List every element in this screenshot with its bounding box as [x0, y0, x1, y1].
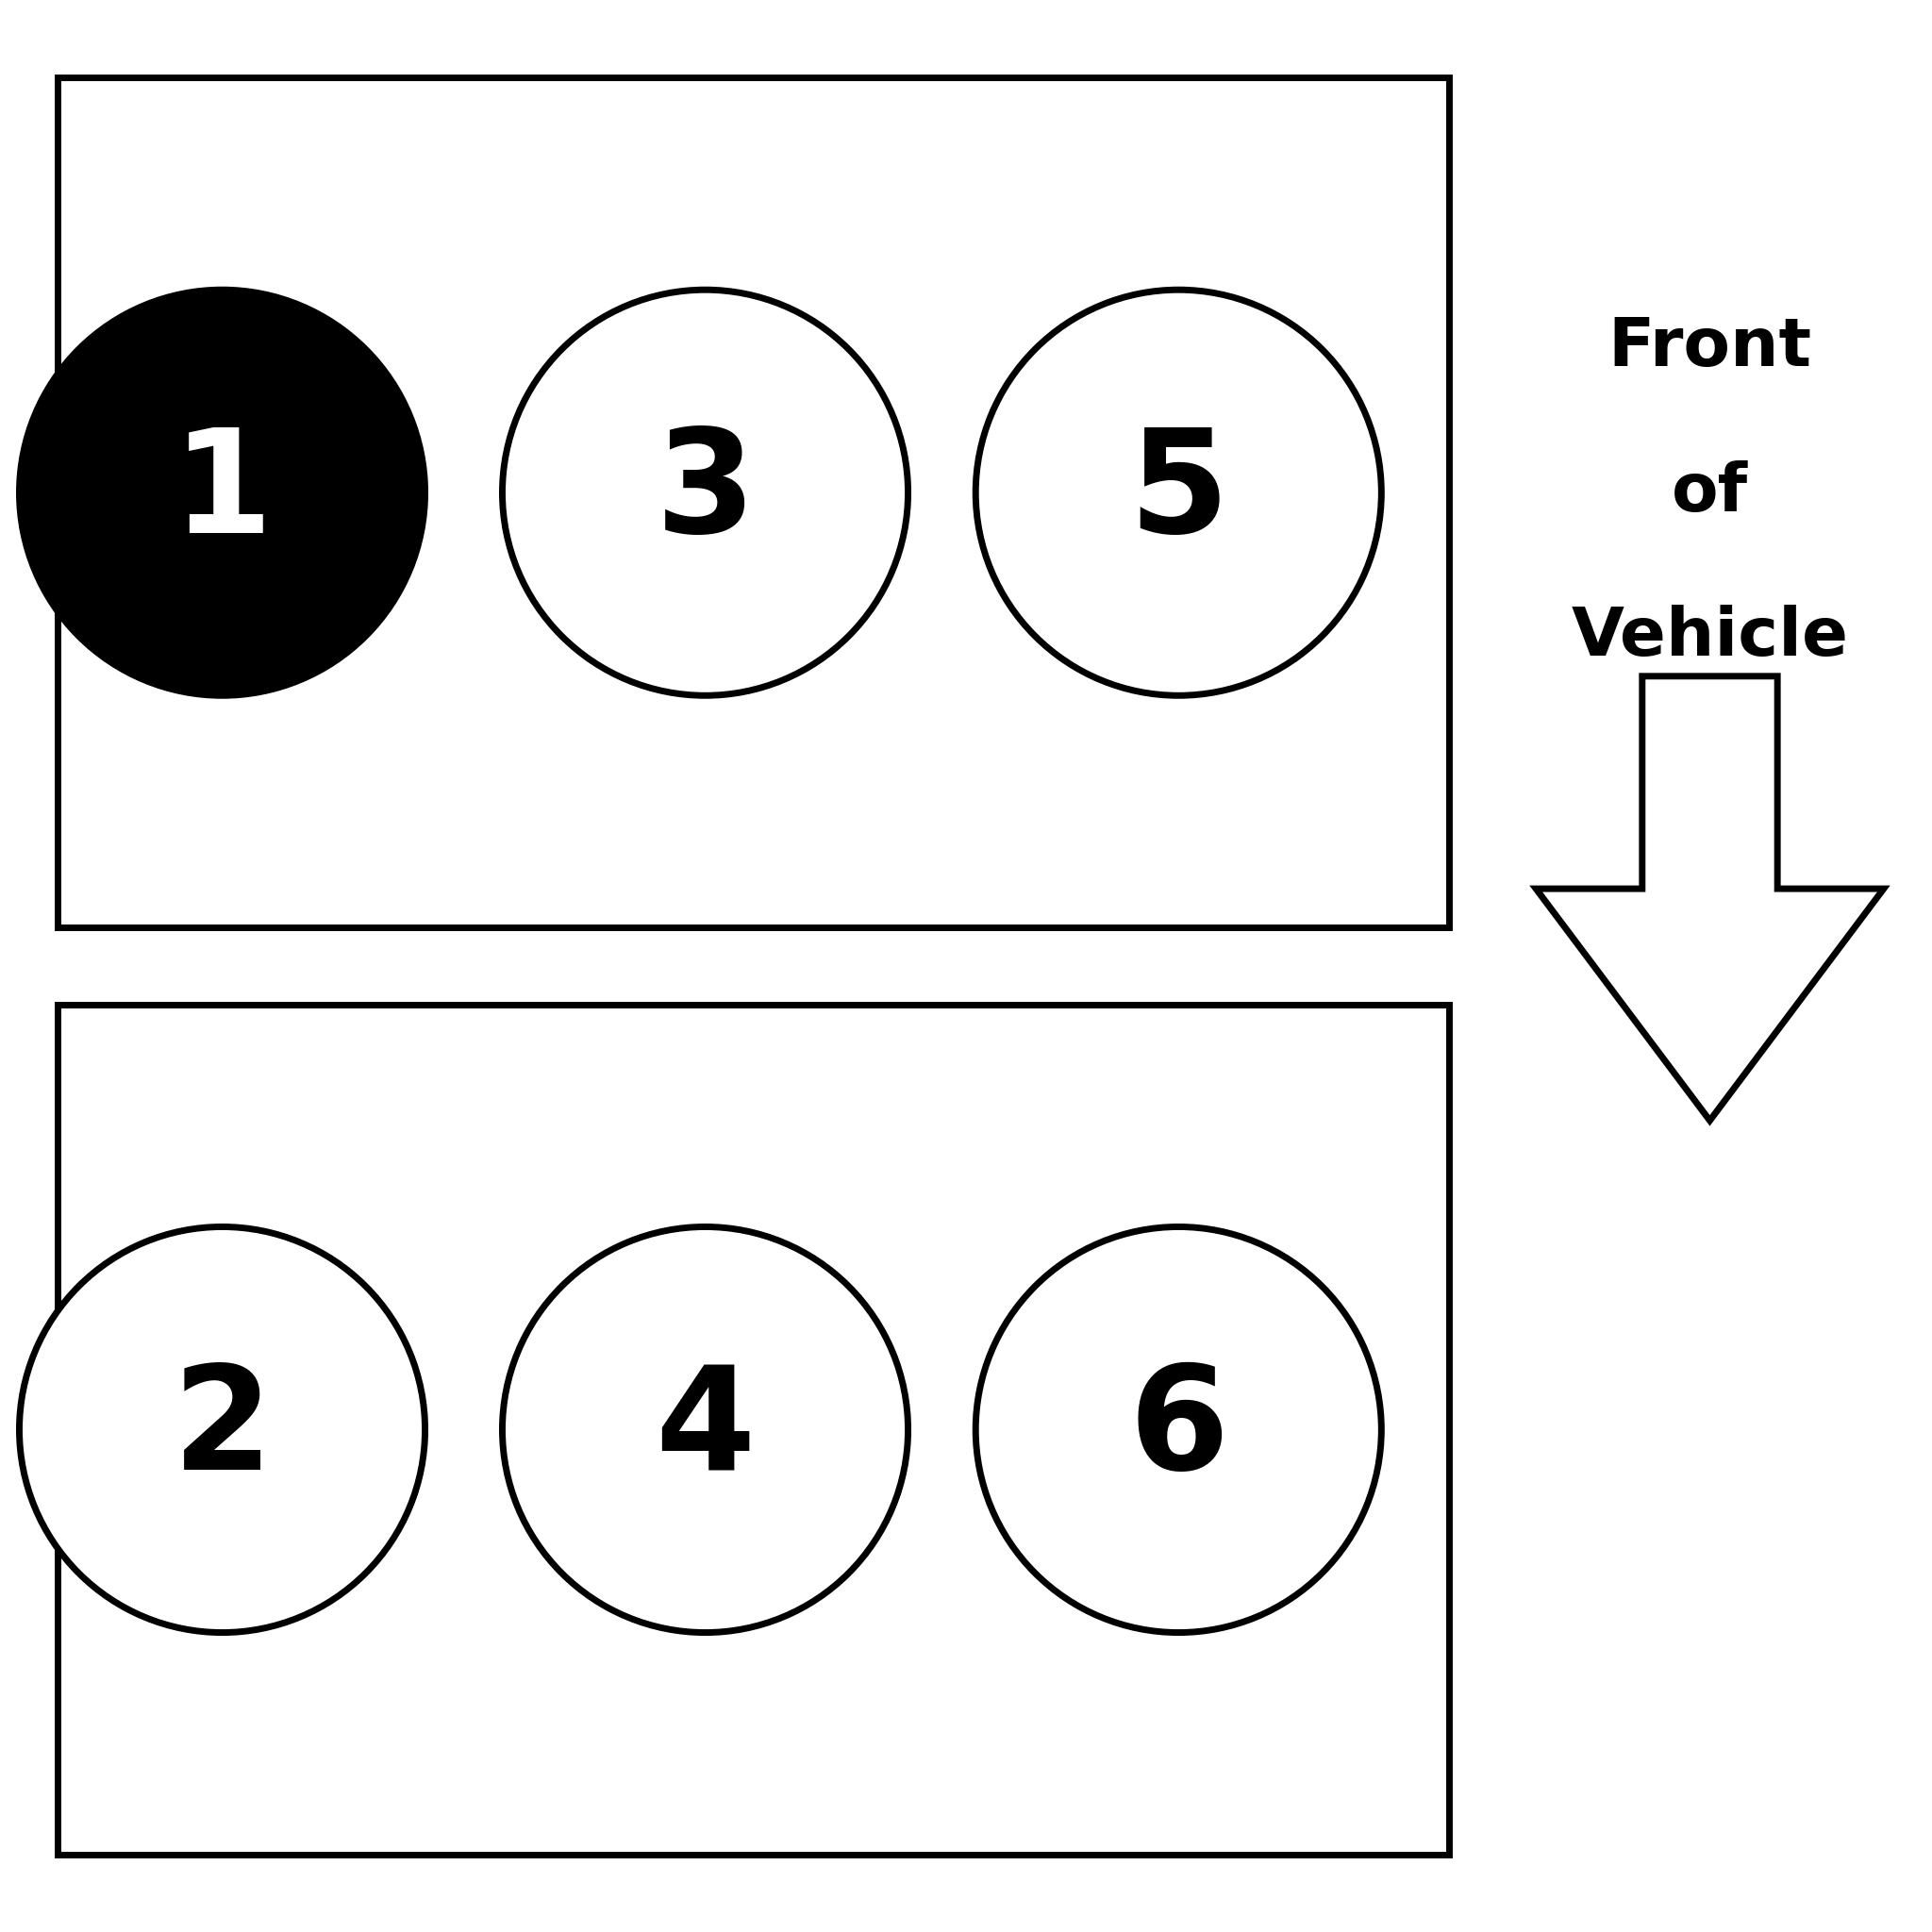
Text: 2: 2: [172, 1360, 272, 1499]
Text: Vehicle: Vehicle: [1571, 605, 1849, 670]
Circle shape: [19, 290, 425, 696]
Text: 4: 4: [655, 1360, 755, 1499]
Circle shape: [19, 1227, 425, 1633]
Circle shape: [976, 290, 1381, 696]
Circle shape: [502, 290, 908, 696]
Text: of: of: [1671, 460, 1748, 526]
Text: Front: Front: [1607, 315, 1812, 381]
Circle shape: [976, 1227, 1381, 1633]
Text: 3: 3: [655, 423, 755, 562]
Text: 5: 5: [1128, 423, 1229, 562]
Bar: [58, 1005, 1449, 1855]
Text: 6: 6: [1128, 1360, 1229, 1499]
Circle shape: [502, 1227, 908, 1633]
Text: 1: 1: [172, 423, 272, 562]
Bar: [58, 77, 1449, 927]
Polygon shape: [1536, 676, 1884, 1121]
